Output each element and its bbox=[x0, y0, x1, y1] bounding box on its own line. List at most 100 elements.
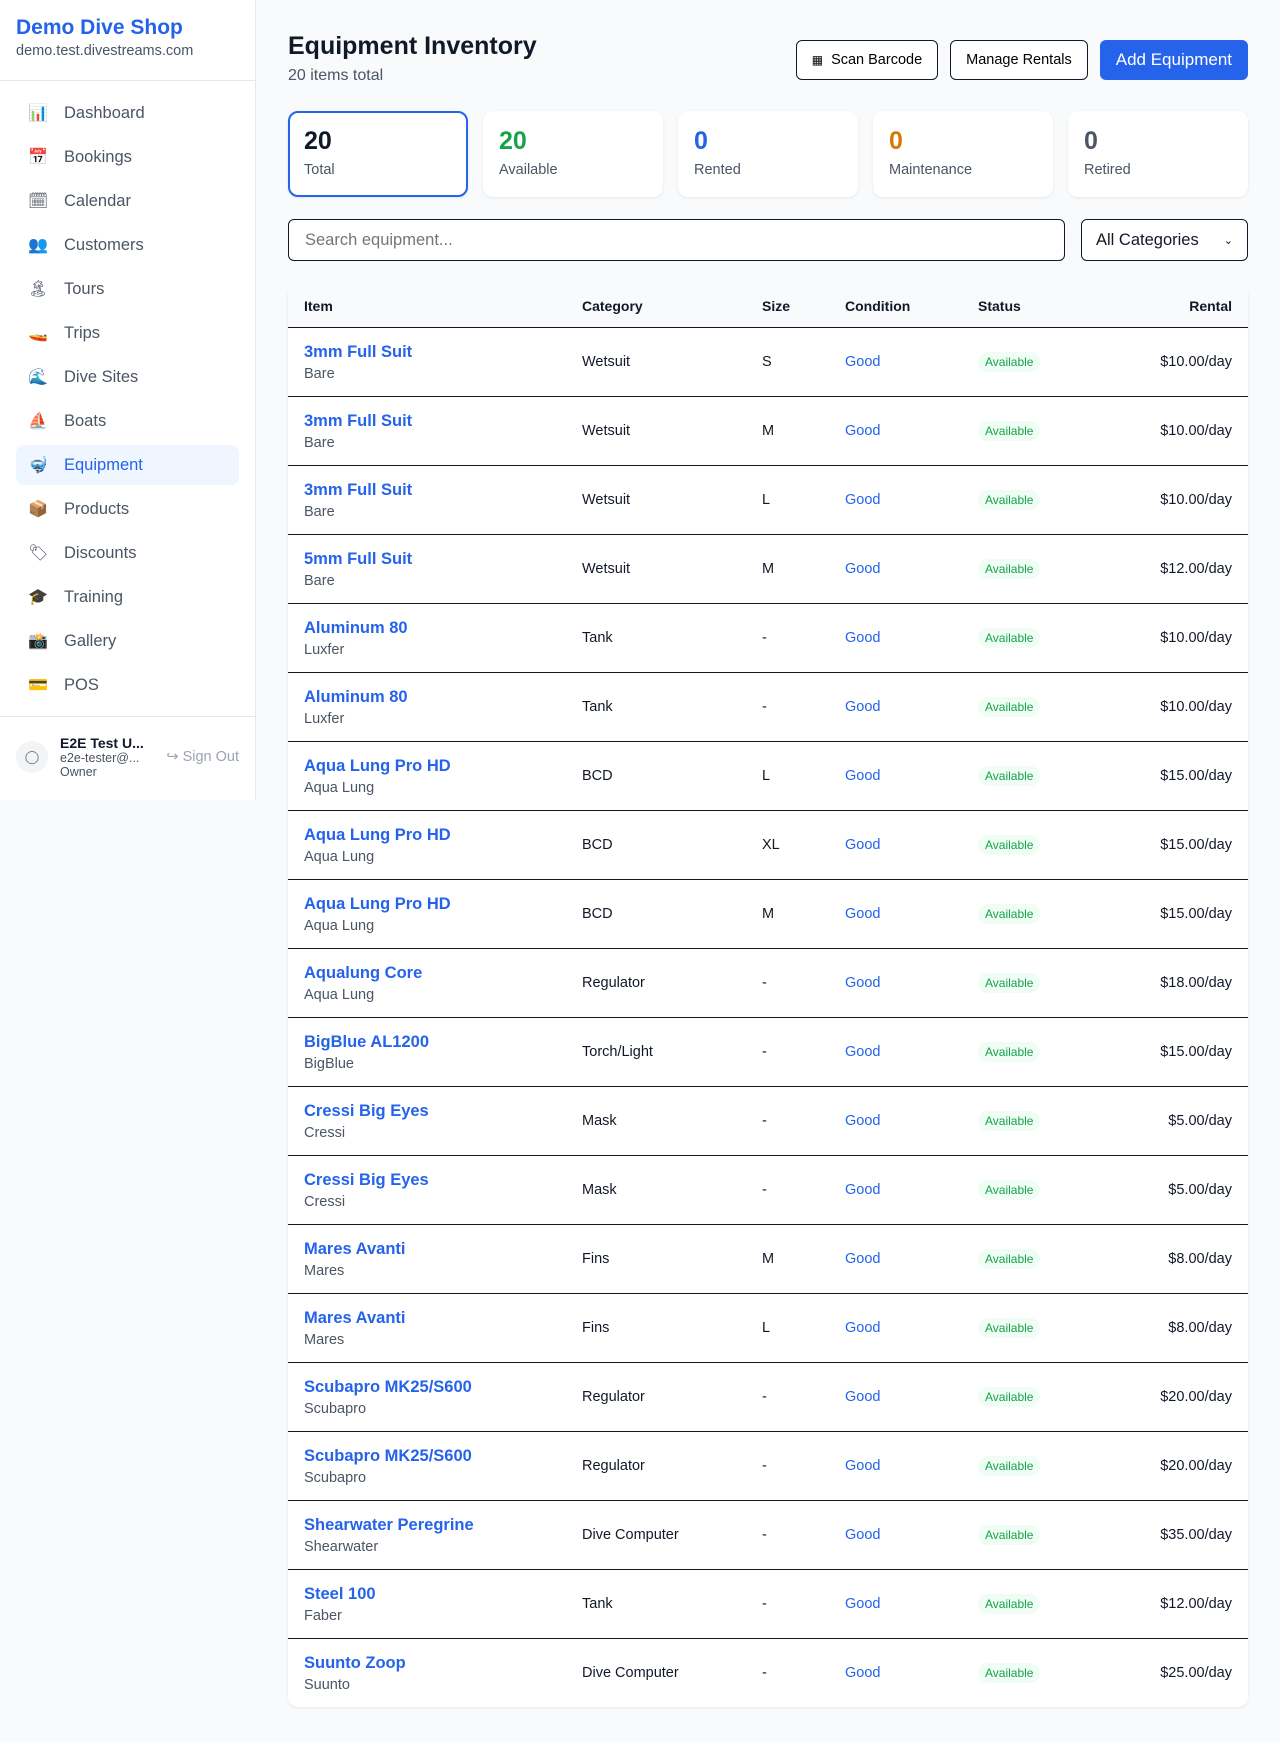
stat-card-retired[interactable]: 0 Retired bbox=[1068, 111, 1248, 197]
col-item[interactable]: Item bbox=[304, 298, 333, 314]
status-badge: Available bbox=[978, 973, 1041, 993]
sidebar-item-label: POS bbox=[64, 675, 99, 694]
status-badge: Available bbox=[978, 904, 1041, 924]
col-rental[interactable]: Rental bbox=[1189, 298, 1232, 314]
island-icon: 🏝 bbox=[28, 281, 49, 298]
table-header: Item Category Size Condition Status Rent… bbox=[288, 285, 1248, 327]
page-title: Equipment Inventory bbox=[288, 32, 537, 60]
sidebar-item-boats[interactable]: ⛵ Boats bbox=[16, 401, 239, 441]
item-size: - bbox=[762, 1665, 767, 1681]
col-condition[interactable]: Condition bbox=[845, 298, 911, 314]
item-condition: Good bbox=[845, 768, 881, 784]
item-category: Wetsuit bbox=[582, 492, 631, 508]
item-name-link[interactable]: Mares Avanti bbox=[304, 1239, 406, 1258]
item-category: Tank bbox=[582, 630, 613, 646]
camera-icon: 📸 bbox=[28, 633, 48, 650]
item-name-link[interactable]: Steel 100 bbox=[304, 1584, 376, 1603]
status-badge: Available bbox=[978, 1042, 1041, 1062]
col-category[interactable]: Category bbox=[582, 298, 643, 314]
stat-card-available[interactable]: 20 Available bbox=[483, 111, 663, 197]
status-badge: Available bbox=[978, 559, 1041, 579]
item-name-link[interactable]: Cressi Big Eyes bbox=[304, 1101, 429, 1120]
status-badge: Available bbox=[978, 1525, 1041, 1545]
item-name-link[interactable]: 3mm Full Suit bbox=[304, 342, 413, 361]
search-input[interactable] bbox=[288, 219, 1065, 261]
add-equipment-button[interactable]: Add Equipment bbox=[1099, 40, 1248, 80]
sidebar-item-discounts[interactable]: 🏷 Discounts bbox=[16, 533, 239, 573]
item-name-link[interactable]: Aluminum 80 bbox=[304, 618, 408, 637]
item-category: BCD bbox=[582, 906, 613, 922]
sidebar-item-products[interactable]: 📦 Products bbox=[16, 489, 239, 529]
user-name: E2E Test U... bbox=[60, 735, 144, 751]
item-name-link[interactable]: Aqua Lung Pro HD bbox=[304, 825, 451, 844]
category-select-value: All Categories bbox=[1096, 230, 1199, 249]
item-name-link[interactable]: Scubapro MK25/S600 bbox=[304, 1446, 472, 1465]
item-size: L bbox=[762, 768, 771, 784]
item-name-link[interactable]: Scubapro MK25/S600 bbox=[304, 1377, 472, 1396]
main-content: Equipment Inventory 20 items total ▦ Scan… bbox=[288, 0, 1248, 1707]
item-size: L bbox=[762, 492, 771, 508]
item-condition: Good bbox=[845, 975, 881, 991]
item-name-link[interactable]: 3mm Full Suit bbox=[304, 480, 413, 499]
col-status[interactable]: Status bbox=[978, 298, 1021, 314]
status-badge: Available bbox=[978, 628, 1041, 648]
user-avatar-icon: ◯ bbox=[16, 741, 48, 773]
item-rental-price: $10.00/day bbox=[1160, 630, 1232, 646]
item-rental-price: $12.00/day bbox=[1160, 561, 1232, 577]
status-badge: Available bbox=[978, 1456, 1041, 1476]
scan-barcode-label: Scan Barcode bbox=[831, 52, 923, 68]
category-select[interactable]: All Categories ⌄ bbox=[1081, 219, 1248, 261]
sidebar-item-customers[interactable]: 👥 Customers bbox=[16, 225, 239, 265]
sidebar-item-dive-sites[interactable]: 🌊 Dive Sites bbox=[16, 357, 239, 397]
sidebar-item-training[interactable]: 🎓 Training bbox=[16, 577, 239, 617]
sidebar-item-calendar[interactable]: 🗓 Calendar bbox=[16, 181, 239, 221]
item-name-link[interactable]: Aqualung Core bbox=[304, 963, 423, 982]
sidebar-item-gallery[interactable]: 📸 Gallery bbox=[16, 621, 239, 661]
manage-rentals-button[interactable]: Manage Rentals bbox=[950, 40, 1088, 80]
item-category: Tank bbox=[582, 1596, 613, 1612]
shop-name[interactable]: Demo Dive Shop bbox=[16, 16, 183, 39]
user-email: e2e-tester@... bbox=[60, 751, 140, 765]
sidebar-item-label: Tours bbox=[64, 279, 105, 298]
item-name-link[interactable]: Cressi Big Eyes bbox=[304, 1170, 429, 1189]
item-name-link[interactable]: BigBlue AL1200 bbox=[304, 1032, 430, 1051]
sidebar-item-bookings[interactable]: 📅 Bookings bbox=[16, 137, 239, 177]
stat-card-total[interactable]: 20 Total bbox=[288, 111, 468, 197]
item-category: BCD bbox=[582, 837, 613, 853]
status-badge: Available bbox=[978, 421, 1041, 441]
stat-card-rented[interactable]: 0 Rented bbox=[678, 111, 858, 197]
status-badge: Available bbox=[978, 1111, 1041, 1131]
status-badge: Available bbox=[978, 490, 1041, 510]
stat-card-maintenance[interactable]: 0 Maintenance bbox=[873, 111, 1053, 197]
item-name-link[interactable]: Shearwater Peregrine bbox=[304, 1515, 474, 1534]
col-size[interactable]: Size bbox=[762, 298, 791, 314]
item-size: - bbox=[762, 1182, 767, 1198]
sidebar-item-label: Bookings bbox=[64, 147, 132, 166]
table-row: Mares Avanti Mares Fins L Good Available … bbox=[288, 1293, 1248, 1362]
tag-icon: 🏷 bbox=[28, 545, 49, 562]
table-row: 3mm Full Suit Bare Wetsuit S Good Availab… bbox=[288, 327, 1248, 396]
item-category: Wetsuit bbox=[582, 354, 631, 370]
sidebar-item-dashboard[interactable]: 📊 Dashboard bbox=[16, 93, 239, 133]
item-name-link[interactable]: Aqua Lung Pro HD bbox=[304, 756, 451, 775]
sidebar-item-pos[interactable]: 💳 POS bbox=[16, 665, 239, 705]
stat-value: 0 bbox=[1084, 127, 1098, 155]
stat-label: Available bbox=[499, 162, 558, 178]
item-name-link[interactable]: 5mm Full Suit bbox=[304, 549, 413, 568]
sidebar-item-equipment[interactable]: 🤿 Equipment bbox=[16, 445, 239, 485]
stat-label: Total bbox=[304, 162, 335, 178]
item-brand: Scubapro bbox=[304, 1400, 367, 1417]
item-name-link[interactable]: Mares Avanti bbox=[304, 1308, 406, 1327]
item-name-link[interactable]: Suunto Zoop bbox=[304, 1653, 406, 1672]
table-row: Suunto Zoop Suunto Dive Computer - Good A… bbox=[288, 1638, 1248, 1707]
sign-out-button[interactable]: ↪ Sign Out bbox=[166, 749, 239, 765]
item-rental-price: $15.00/day bbox=[1160, 906, 1232, 922]
item-name-link[interactable]: 3mm Full Suit bbox=[304, 411, 413, 430]
sidebar-item-trips[interactable]: 🚤 Trips bbox=[16, 313, 239, 353]
scan-barcode-button[interactable]: ▦ Scan Barcode bbox=[795, 40, 939, 80]
table-row: Aqualung Core Aqua Lung Regulator - Good … bbox=[288, 948, 1248, 1017]
item-name-link[interactable]: Aqua Lung Pro HD bbox=[304, 894, 451, 913]
sidebar-item-tours[interactable]: 🏝 Tours bbox=[16, 269, 239, 309]
item-name-link[interactable]: Aluminum 80 bbox=[304, 687, 408, 706]
sidebar-item-label: Customers bbox=[64, 235, 144, 254]
